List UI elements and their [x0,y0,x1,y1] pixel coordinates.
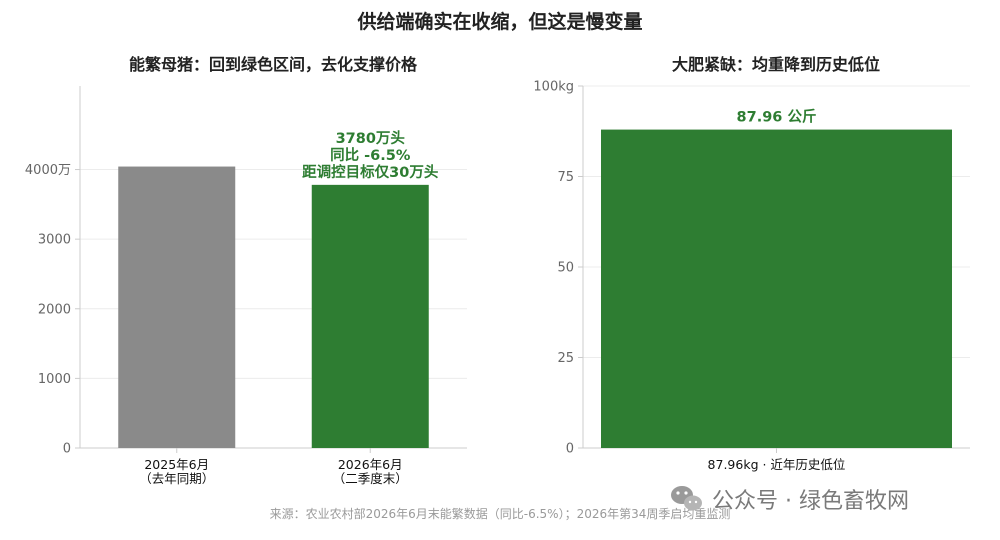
right-y-tick-label: 100kg [533,80,574,95]
left-y-tick-label: 2000 [38,302,71,317]
left-category-label: （二季度末） [333,471,408,486]
left-category-label: （去年同期） [139,471,214,486]
left-y-tick-label: 3000 [38,233,71,248]
left-y-tick-label: 0 [63,442,71,457]
left-y-tick-label: 1000 [38,372,71,387]
right-y-tick-label: 75 [557,170,574,185]
figure-title: 供给端确实在收缩，但这是慢变量 [356,10,642,33]
right-bar [601,129,952,449]
left-data-label: 同比 -6.5% [330,146,411,164]
watermark: 公众号 · 绿色畜牧网 [671,486,909,514]
right-chart-panel: 大肥紧缺：均重降到历史低位 0 25 50 75 100kg 87.96kg · 近年历史… [533,55,970,472]
left-bar [118,166,236,449]
left-chart-panel: 能繁母猪：回到绿色区间，去化支撑价格 0 1000 2000 3000 4000万 202… [25,55,467,486]
wechat-icon [671,486,702,511]
right-y-tick-label: 50 [557,261,574,276]
right-y-tick-label: 25 [557,351,574,366]
left-chart-title: 能繁母猪：回到绿色区间，去化支撑价格 [129,55,418,74]
right-data-label: 87.96 公斤 [737,109,817,126]
right-y-tick-label: 0 [566,442,574,457]
left-bar [311,184,429,448]
left-category-label: 2026年6月 [338,457,403,472]
left-data-label: 3780万头 [336,130,406,147]
left-y-tick-label: 4000万 [25,163,71,178]
right-chart-title: 大肥紧缺：均重降到历史低位 [672,55,880,74]
watermark-text: 公众号 · 绿色畜牧网 [712,489,909,514]
left-data-label: 距调控目标仅30万头 [302,163,439,181]
source-note: 来源：农业农村部2026年6月末能繁数据（同比-6.5%）；2026年第34周季… [270,506,731,521]
left-category-label: 2025年6月 [144,457,209,472]
right-category-label: 87.96kg · 近年历史低位 [708,457,846,472]
